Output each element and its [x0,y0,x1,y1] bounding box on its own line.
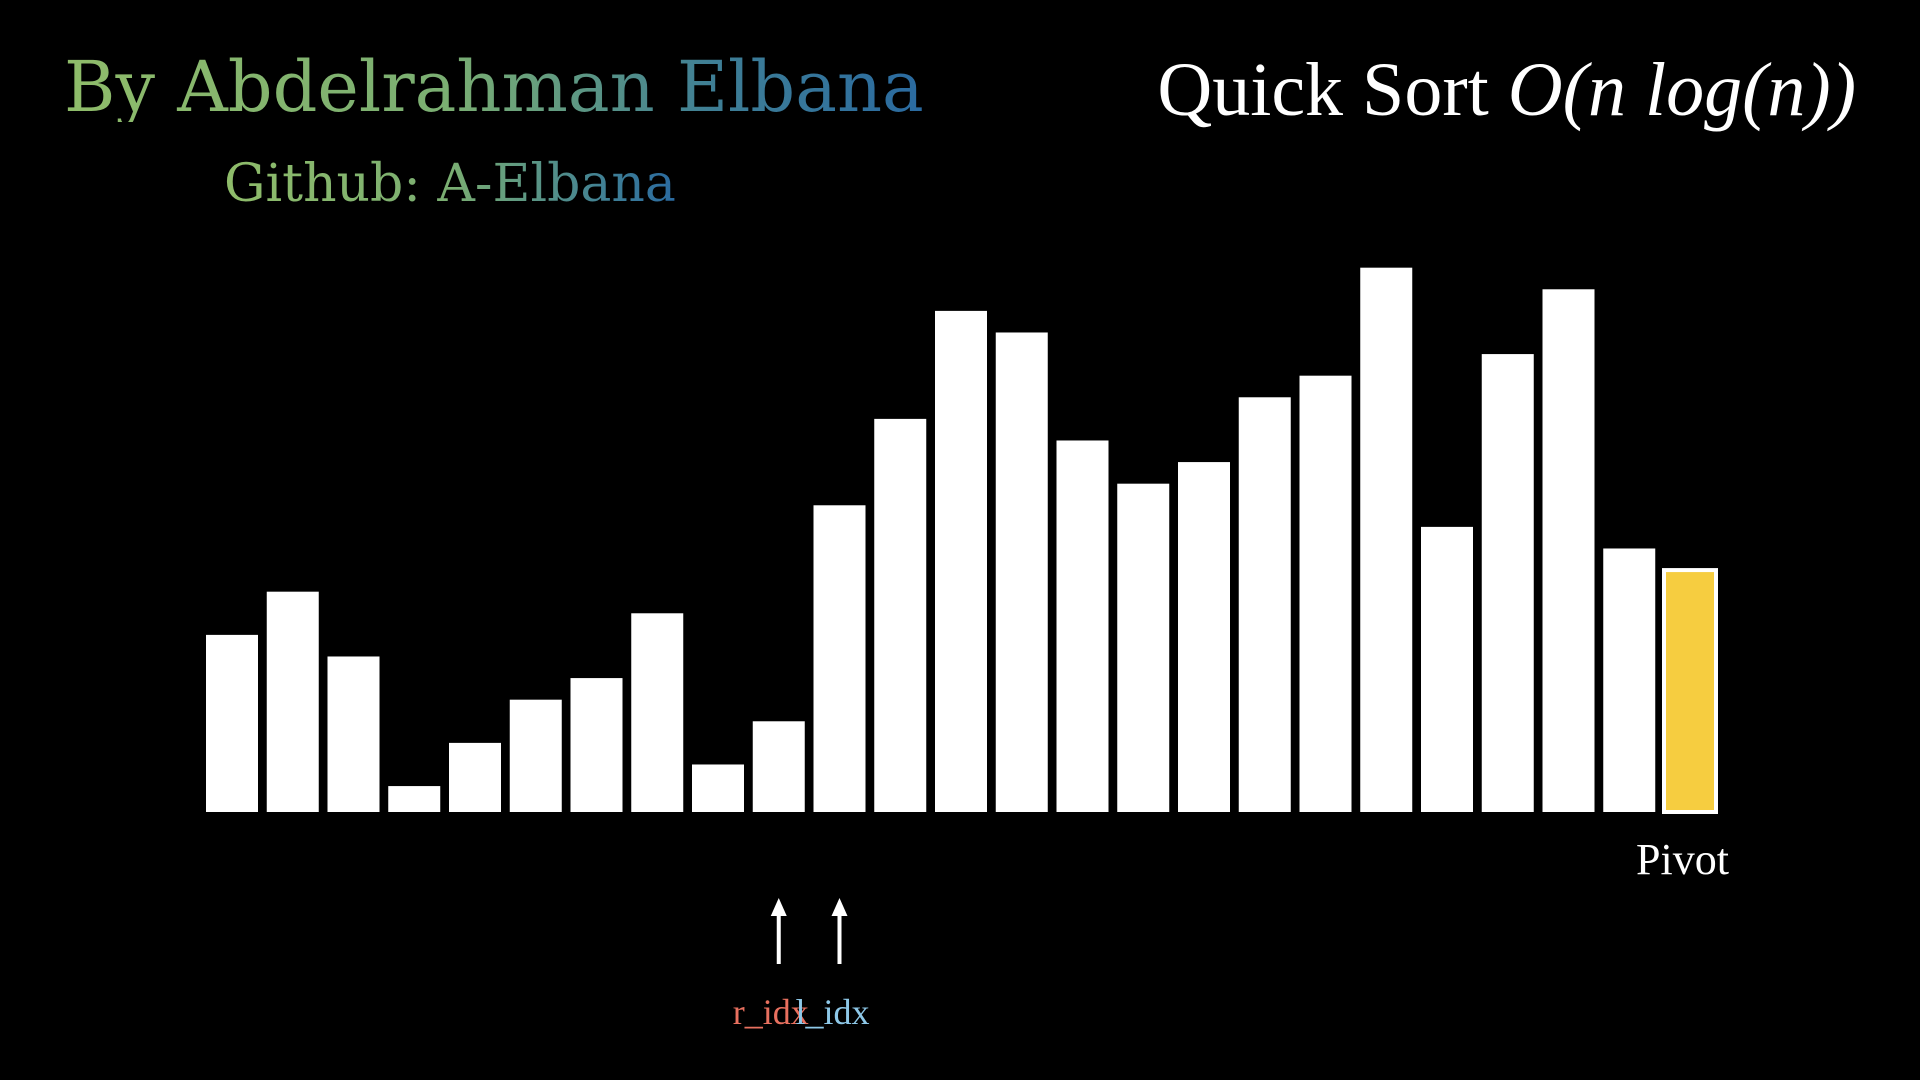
array-bar [1421,526,1473,812]
array-bar [1056,440,1109,812]
page-title: Quick Sort O(n log(n)) [1157,52,1856,128]
l_idx-arrow [831,898,848,964]
array-bar [1481,354,1534,812]
l-idx-label: l_idx [795,992,870,1032]
array-bar [935,310,987,812]
author-credit: By Abdelrahman Elbana [64,46,924,128]
github-handle: Github: A-Elbana [224,154,676,214]
array-bar [1117,483,1170,812]
title-complexity: O(n log(n)) [1507,48,1856,132]
array-bar [1360,267,1413,812]
array-bar [1299,375,1352,812]
array-bar [570,678,623,812]
array-bar [266,591,319,812]
array-bar [1542,289,1595,812]
r-idx-label: r_idx [732,992,809,1032]
array-bar [509,699,562,812]
array-bar [1238,397,1291,812]
pivot-bar [1662,568,1718,815]
array-bar [692,764,744,812]
array-bar [752,721,805,812]
array-bar [206,634,258,812]
array-bar [874,418,927,812]
array-bar [449,742,501,812]
array-bar [995,332,1048,812]
array-bar [327,656,380,812]
pivot-label: Pivot [1636,835,1729,884]
array-bar [388,786,441,812]
array-bar [631,613,684,812]
r_idx-arrow [770,898,787,964]
array-bar [1603,548,1656,812]
array-bar [813,505,866,812]
title-text: Quick Sort [1157,48,1508,132]
array-bar [1178,462,1230,812]
